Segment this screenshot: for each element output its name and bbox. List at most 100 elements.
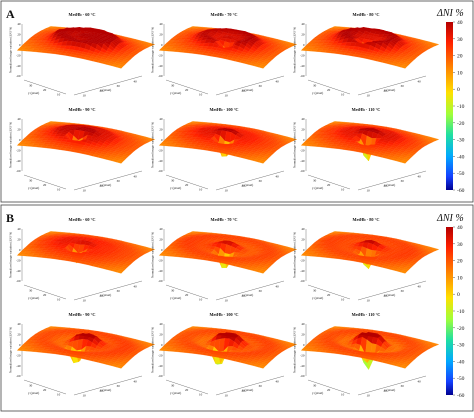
z-axis-label: Normalized image variation (ΔNI %)	[293, 122, 297, 168]
colorbar-tick-label: 20	[457, 54, 463, 60]
x-tick-label: 30	[117, 179, 121, 183]
y-tick-label: 10	[199, 93, 203, 97]
z-tick-label: -60	[16, 169, 21, 173]
y-axis-label: y (pixel)	[28, 186, 39, 190]
panel-b-colorbar-title: ΔNI %	[436, 213, 464, 224]
x-axis-label: x (pixel)	[242, 183, 253, 187]
z-tick-label: -40	[300, 269, 305, 273]
z-axis-label: Normalized image variation (ΔNI %)	[9, 327, 13, 373]
z-tick-label: -20	[16, 258, 21, 262]
y-tick-label: 30	[171, 288, 175, 292]
z-tick-label: -40	[300, 64, 305, 68]
z-tick-label: 20	[159, 128, 163, 132]
panel-a-label: A	[6, 7, 15, 21]
y-tick-label: 30	[29, 178, 33, 182]
colorbar-tick-label: 20	[457, 259, 463, 265]
x-tick-label: 10	[225, 189, 229, 193]
x-tick-label: 40	[134, 284, 138, 288]
y-axis-label: y (pixel)	[312, 186, 323, 190]
z-tick-label: 20	[301, 238, 305, 242]
x-axis-label: x (pixel)	[242, 293, 253, 297]
x-tick-label: 40	[134, 79, 138, 83]
z-axis-label: Normalized image variation (ΔNI %)	[293, 27, 297, 73]
z-tick-label: -20	[16, 53, 21, 57]
x-tick-label: 30	[259, 179, 263, 183]
x-tick-label: 30	[401, 179, 405, 183]
subplot-title: MetHb - 110 °C	[352, 107, 381, 112]
y-tick-label: 10	[57, 93, 61, 97]
colorbar-tick-label: -60	[457, 393, 465, 399]
z-tick-label: -20	[16, 353, 21, 357]
colorbar-tick-label: 0	[457, 292, 460, 298]
x-tick-label: 10	[367, 189, 371, 193]
z-tick-label: -60	[300, 169, 305, 173]
x-tick-label: 30	[259, 84, 263, 88]
z-tick-label: -40	[16, 64, 21, 68]
z-tick-label: 20	[301, 128, 305, 132]
colorbar-tick-label: 10	[457, 275, 463, 281]
z-tick-label: -60	[16, 74, 21, 78]
colorbar-tick-label: -50	[457, 376, 465, 382]
x-tick-label: 10	[225, 299, 229, 303]
z-tick-label: -20	[158, 258, 163, 262]
x-axis-label: x (pixel)	[100, 88, 111, 92]
z-tick-label: -40	[16, 364, 21, 368]
y-tick-label: 30	[29, 288, 33, 292]
z-tick-label: 40	[17, 227, 21, 231]
z-tick-label: -20	[16, 148, 21, 152]
z-tick-label: 40	[159, 117, 163, 121]
x-tick-label: 10	[367, 299, 371, 303]
colorbar-tick-label: -50	[457, 171, 465, 177]
y-tick-label: 30	[313, 83, 317, 87]
y-tick-label: 10	[57, 188, 61, 192]
x-tick-label: 40	[134, 174, 138, 178]
z-tick-label: -60	[158, 74, 163, 78]
colorbar-tick-label: -10	[457, 104, 465, 110]
y-tick-label: 30	[313, 288, 317, 292]
z-tick-label: -20	[300, 258, 305, 262]
colorbar-tick-label: -40	[457, 359, 465, 365]
y-tick-label: 20	[43, 88, 47, 92]
z-tick-label: -20	[158, 53, 163, 57]
y-tick-label: 30	[313, 178, 317, 182]
x-tick-label: 40	[276, 174, 280, 178]
y-axis-label: y (pixel)	[170, 91, 181, 95]
subplot-title: MetHb - 70 °C	[211, 12, 238, 17]
colorbar-tick-label: 10	[457, 70, 463, 76]
x-axis-label: x (pixel)	[100, 293, 111, 297]
z-tick-label: 40	[159, 227, 163, 231]
z-tick-label: -40	[16, 269, 21, 273]
y-tick-label: 30	[29, 83, 33, 87]
z-tick-label: 20	[17, 238, 21, 242]
x-axis-label: x (pixel)	[384, 293, 395, 297]
x-tick-label: 40	[418, 174, 422, 178]
y-tick-label: 20	[185, 88, 189, 92]
z-tick-label: -40	[158, 159, 163, 163]
subplot-title: MetHb - 60 °C	[69, 217, 96, 222]
z-tick-label: -40	[158, 269, 163, 273]
z-tick-label: 20	[17, 33, 21, 37]
z-axis-label: Normalized image variation (ΔNI %)	[9, 27, 13, 73]
z-tick-label: -20	[300, 148, 305, 152]
x-tick-label: 10	[83, 94, 87, 98]
x-tick-label: 10	[367, 94, 371, 98]
subplot-title: MetHb - 60 °C	[69, 12, 96, 17]
x-tick-label: 40	[418, 79, 422, 83]
y-tick-label: 20	[43, 293, 47, 297]
z-axis-label: Normalized image variation (ΔNI %)	[151, 122, 155, 168]
z-tick-label: -60	[158, 169, 163, 173]
z-tick-label: 40	[17, 117, 21, 121]
z-tick-label: -60	[16, 279, 21, 283]
z-axis-label: Normalized image variation (ΔNI %)	[293, 232, 297, 278]
x-tick-label: 10	[83, 189, 87, 193]
y-tick-label: 20	[185, 183, 189, 187]
x-tick-label: 30	[117, 289, 121, 293]
y-axis-label: y (pixel)	[170, 296, 181, 300]
y-tick-label: 20	[327, 88, 331, 92]
y-tick-label: 10	[341, 188, 345, 192]
z-tick-label: 40	[17, 22, 21, 26]
x-axis-label: x (pixel)	[384, 88, 395, 92]
z-axis-label: Normalized image variation (ΔNI %)	[9, 122, 13, 168]
z-tick-label: 40	[301, 227, 305, 231]
